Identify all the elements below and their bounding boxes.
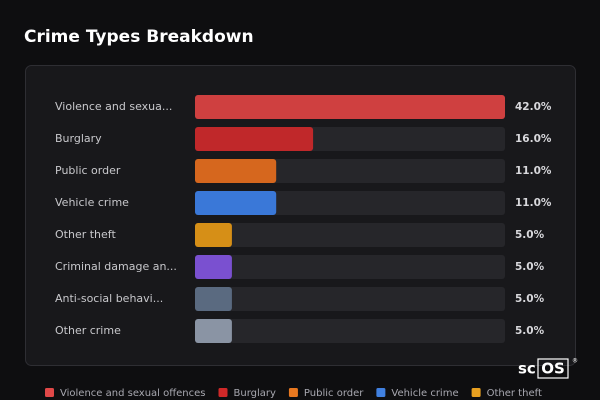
value-label: 5.0% <box>515 229 545 241</box>
legend-label: Other theft <box>487 388 542 399</box>
bar <box>195 191 277 215</box>
bar-track <box>195 287 505 311</box>
brand-prefix: sc <box>518 360 536 378</box>
bar <box>195 95 505 119</box>
value-label: 11.0% <box>515 165 552 177</box>
value-label: 11.0% <box>515 197 552 209</box>
legend-swatch <box>471 388 481 397</box>
category-label: Violence and sexua... <box>55 100 172 113</box>
bar-track <box>195 319 505 343</box>
chart-title: Crime Types Breakdown <box>24 27 254 47</box>
bar-track <box>195 223 505 247</box>
value-label: 5.0% <box>515 293 545 305</box>
bar-track <box>195 255 505 279</box>
category-label: Other theft <box>55 228 116 241</box>
brand-box <box>537 358 569 379</box>
bar <box>195 159 277 183</box>
legend-label: Burglary <box>234 388 276 399</box>
legend-swatch <box>376 388 386 397</box>
legend-swatch <box>288 388 298 397</box>
category-label: Other crime <box>55 324 121 337</box>
category-label: Vehicle crime <box>55 196 129 209</box>
legend-label: Violence and sexual offences <box>60 388 206 399</box>
legend-label: Vehicle crime <box>391 388 458 399</box>
legend-swatch <box>218 388 228 397</box>
bar <box>195 127 314 151</box>
legend-swatch <box>45 388 54 397</box>
value-label: 5.0% <box>515 325 545 337</box>
value-label: 16.0% <box>515 133 552 145</box>
bar <box>195 319 232 343</box>
category-label: Criminal damage an... <box>55 260 177 273</box>
bar <box>195 223 232 247</box>
value-label: 5.0% <box>515 261 545 273</box>
brand-boxed: OS <box>541 360 565 378</box>
brand-mark: ® <box>572 358 578 365</box>
bar <box>195 287 232 311</box>
category-label: Anti-social behavi... <box>55 292 163 305</box>
legend: Violence and sexual offences Burglary Publ… <box>45 388 542 399</box>
value-label: 42.0% <box>515 101 552 113</box>
bars: Violence and sexua... 42.0% Burglary 16.0% P… <box>55 95 552 343</box>
category-label: Public order <box>55 164 121 177</box>
bar <box>195 255 232 279</box>
legend-label: Public order <box>304 388 364 399</box>
brand-logo: sc OS ® <box>518 358 578 379</box>
category-label: Burglary <box>55 132 102 145</box>
